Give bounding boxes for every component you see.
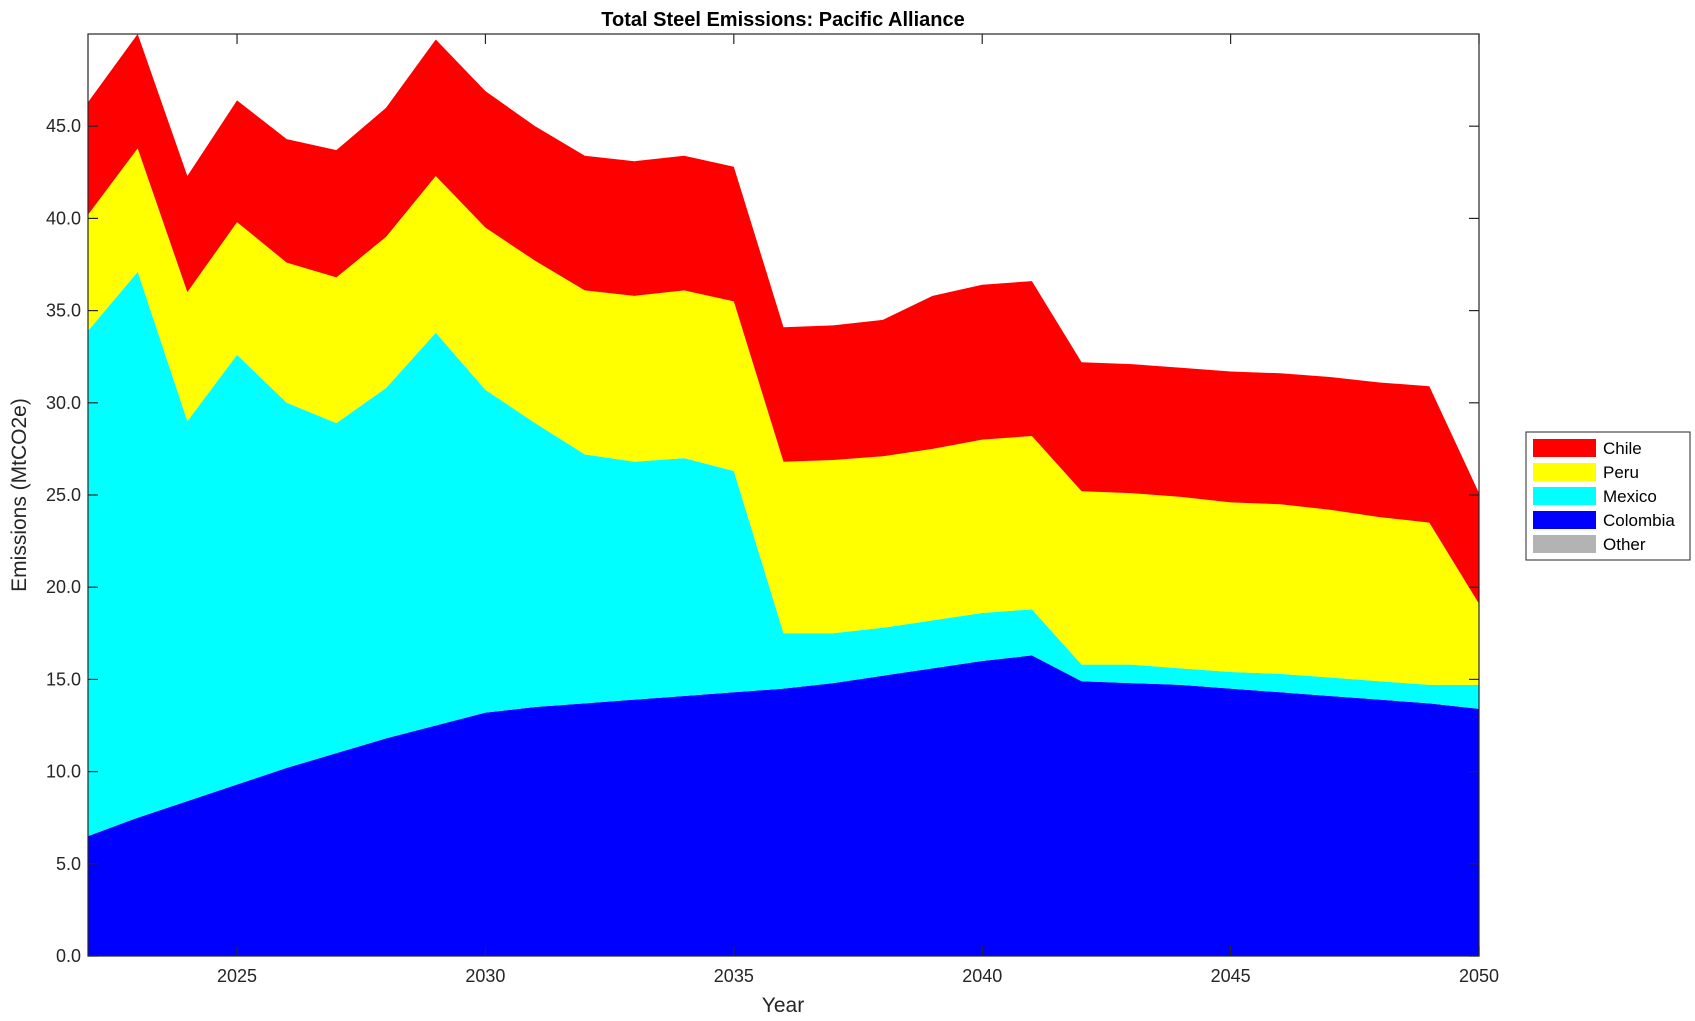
area-series-peru <box>88 148 1479 685</box>
legend-swatch-chile <box>1533 439 1596 457</box>
legend-label-colombia: Colombia <box>1603 511 1675 530</box>
legend: Chile Peru Mexico Colombia Other <box>1525 431 1691 561</box>
area-layer <box>88 34 1479 956</box>
x-tick-label: 2050 <box>1459 966 1499 986</box>
x-tick-label: 2030 <box>465 966 505 986</box>
legend-swatch-colombia <box>1533 511 1596 529</box>
area-series-mexico <box>88 271 1479 837</box>
area-series-colombia <box>88 655 1479 956</box>
legend-swatch-peru <box>1533 463 1596 481</box>
y-tick-label: 5.0 <box>56 854 81 874</box>
y-tick-label: 15.0 <box>46 669 81 689</box>
y-axis-title: Emissions (MtCO2e) <box>8 398 31 592</box>
legend-swatch-mexico <box>1533 487 1596 505</box>
x-axis-title: Year <box>762 994 804 1017</box>
legend-label-other: Other <box>1603 535 1646 554</box>
y-tick-label: 20.0 <box>46 577 81 597</box>
y-tick-label: 35.0 <box>46 301 81 321</box>
tick-layer: 2025 2030 2035 2040 2045 2050 0.0 5.0 10.0 15.0 20… <box>46 34 1499 986</box>
x-tick-label: 2045 <box>1211 966 1251 986</box>
area-series-chile <box>88 34 1479 604</box>
x-tick-label: 2035 <box>714 966 754 986</box>
x-tick-label: 2025 <box>217 966 257 986</box>
legend-label-peru: Peru <box>1603 463 1639 482</box>
legend-label-chile: Chile <box>1603 439 1642 458</box>
y-tick-label: 30.0 <box>46 393 81 413</box>
legend-label-mexico: Mexico <box>1603 487 1657 506</box>
x-tick-label: 2040 <box>962 966 1002 986</box>
y-tick-label: 40.0 <box>46 208 81 228</box>
y-tick-label: 25.0 <box>46 485 81 505</box>
y-tick-label: 0.0 <box>56 946 81 966</box>
y-tick-label: 10.0 <box>46 762 81 782</box>
y-tick-label: 45.0 <box>46 116 81 136</box>
chart-title: Total Steel Emissions: Pacific Alliance <box>601 9 964 31</box>
legend-swatch-other <box>1533 535 1596 553</box>
